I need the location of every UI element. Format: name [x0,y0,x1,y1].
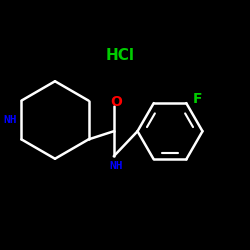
Text: HCl: HCl [106,48,134,62]
Text: F: F [193,92,202,106]
Text: O: O [110,96,122,110]
Text: NH: NH [4,115,17,125]
Text: NH: NH [110,161,123,171]
